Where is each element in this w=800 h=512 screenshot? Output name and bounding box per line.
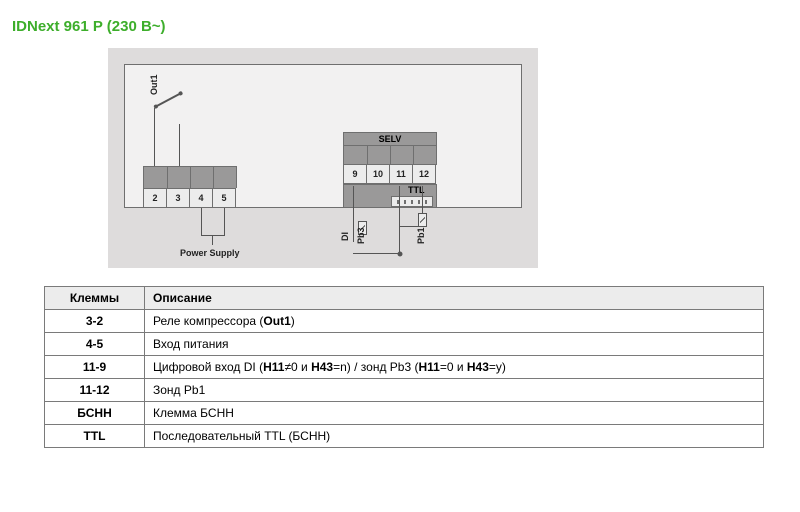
wiring-diagram: 2 3 4 5 Out1 SELV 9 10 11 12 TTL — [108, 48, 538, 268]
cell-c2: Последовательный TTL (БСНН) — [145, 425, 764, 448]
wire-ps-tail — [212, 235, 213, 245]
wire-out1-down-right — [179, 124, 180, 166]
wire-t11 — [399, 186, 400, 254]
cell-c1: 4-5 — [45, 333, 145, 356]
table-row: TTL Последовательный TTL (БСНН) — [45, 425, 764, 448]
right-terminal-block: 9 10 11 12 — [343, 164, 436, 184]
table-row: 11-9 Цифровой вход DI (H11≠0 и H43=n) / … — [45, 356, 764, 379]
ttl-connector — [391, 196, 433, 207]
cell-c1: TTL — [45, 425, 145, 448]
page-title: IDNext 961 P (230 В~) — [12, 18, 166, 35]
left-terminal-housing — [143, 166, 237, 188]
selv-label: SELV — [343, 132, 437, 146]
cell-c2: Клемма БСНН — [145, 402, 764, 425]
terminal-11: 11 — [389, 164, 413, 184]
cell-c1: 11-12 — [45, 379, 145, 402]
table-row: 11-12 Зонд Pb1 — [45, 379, 764, 402]
cell-c2: Реле компрессора (Out1) — [145, 310, 764, 333]
terminal-10: 10 — [366, 164, 390, 184]
wire-bus-9-11 — [353, 253, 400, 254]
pb1-label: Pb1 — [416, 227, 426, 244]
pb3-label: Pb3 — [356, 227, 366, 244]
diagram-frame: 2 3 4 5 Out1 SELV 9 10 11 12 TTL — [124, 64, 522, 208]
terminal-12: 12 — [412, 164, 436, 184]
th-description: Описание — [145, 287, 764, 310]
right-terminal-housing — [343, 145, 437, 165]
terminal-2: 2 — [143, 188, 167, 208]
probe-pb1 — [418, 213, 427, 227]
power-supply-label: Power Supply — [180, 248, 240, 258]
wire-ps-5 — [224, 208, 225, 235]
wire-ps-4 — [201, 208, 202, 235]
terminal-3: 3 — [166, 188, 190, 208]
wire-out1-up-left — [154, 108, 155, 166]
cell-c1: 11-9 — [45, 356, 145, 379]
cell-c2: Зонд Pb1 — [145, 379, 764, 402]
table-row: 3-2 Реле компрессора (Out1) — [45, 310, 764, 333]
terminals-table: Клеммы Описание 3-2 Реле компрессора (Ou… — [44, 286, 764, 448]
terminal-5: 5 — [212, 188, 236, 208]
terminal-9: 9 — [343, 164, 367, 184]
th-terminals: Клеммы — [45, 287, 145, 310]
terminal-4: 4 — [189, 188, 213, 208]
table-row: 4-5 Вход питания — [45, 333, 764, 356]
table-row: БСНН Клемма БСНН — [45, 402, 764, 425]
cell-c2: Вход питания — [145, 333, 764, 356]
cell-c2: Цифровой вход DI (H11≠0 и H43=n) / зонд … — [145, 356, 764, 379]
di-label: DI — [340, 232, 350, 241]
wire-t9 — [353, 186, 354, 242]
left-terminal-block: 2 3 4 5 — [143, 188, 236, 208]
wire-ps-h — [201, 235, 225, 236]
wire-bus-11-12 — [399, 226, 422, 227]
cell-c1: БСНН — [45, 402, 145, 425]
out1-label: Out1 — [149, 74, 159, 95]
cell-c1: 3-2 — [45, 310, 145, 333]
